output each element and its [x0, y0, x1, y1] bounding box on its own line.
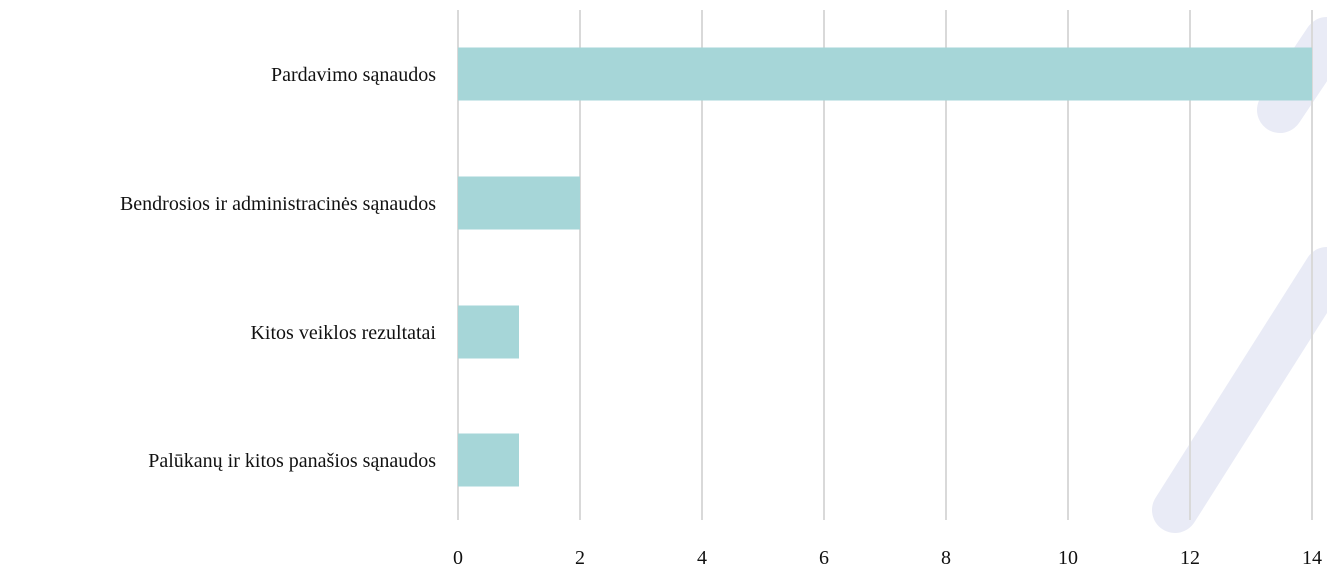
bars — [458, 47, 1312, 487]
category-label: Bendrosios ir administracinės sąnaudos — [120, 193, 436, 215]
x-tick-label: 2 — [575, 547, 585, 567]
x-tick-label: 4 — [697, 547, 707, 567]
x-tick-label: 14 — [1302, 547, 1322, 567]
x-tick-label: 8 — [941, 547, 951, 567]
category-label: Pardavimo sąnaudos — [271, 64, 436, 86]
bar — [458, 305, 519, 359]
x-tick-label: 10 — [1058, 547, 1078, 567]
x-tick-label: 6 — [819, 547, 829, 567]
decorative-background — [1152, 17, 1327, 533]
category-labels: Pardavimo sąnaudos Bendrosios ir administ… — [120, 64, 436, 472]
decor-stripe-bottom — [1152, 247, 1327, 533]
bar — [458, 47, 1312, 101]
bar — [458, 176, 580, 230]
x-tick-label: 12 — [1180, 547, 1200, 567]
x-axis-tick-labels: 0 2 4 6 8 10 12 14 — [453, 547, 1322, 567]
bar — [458, 433, 519, 487]
category-label: Palūkanų ir kitos panašios sąnaudos — [148, 450, 436, 472]
x-tick-label: 0 — [453, 547, 463, 567]
category-label: Kitos veiklos rezultatai — [250, 322, 436, 344]
